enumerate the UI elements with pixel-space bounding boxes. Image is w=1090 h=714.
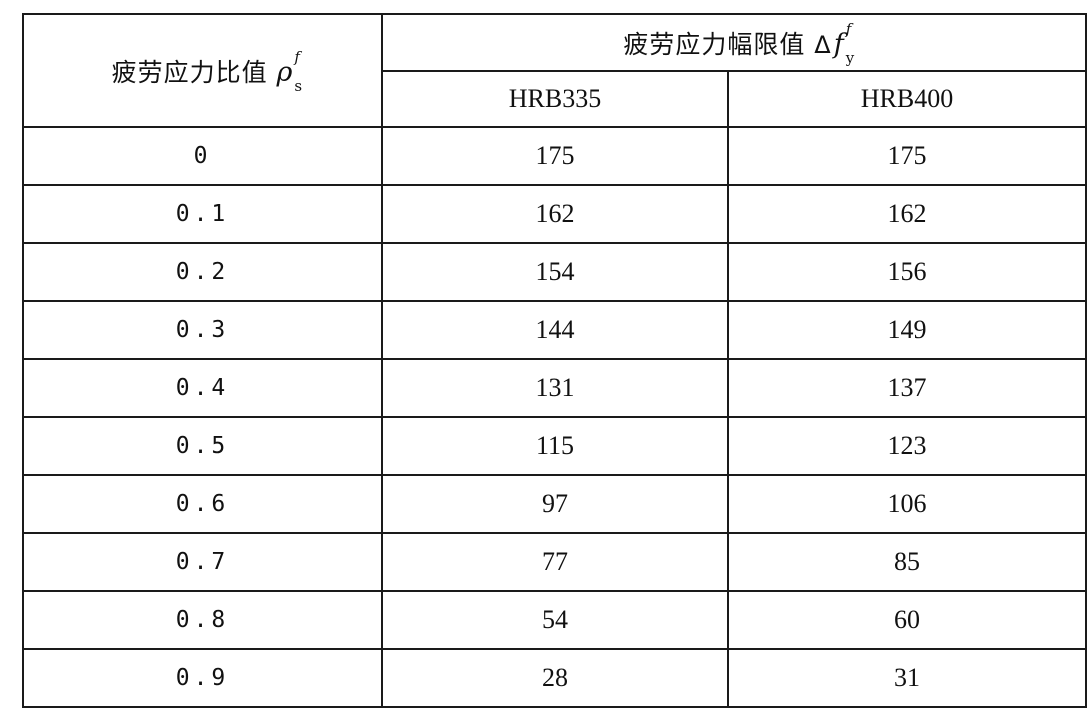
stress-ratio-cell: 0.1: [22, 184, 383, 244]
stress-ratio-cell: 0.5: [22, 416, 383, 476]
header-row-grades: HRB335 HRB400: [23, 70, 1088, 128]
table-row: 0.5 115 123: [22, 416, 1088, 476]
stress-ratio-cell: 0.7: [22, 532, 383, 592]
table-row: 0.8 54 60: [22, 590, 1088, 650]
stress-ratio-cell: 0.8: [22, 590, 383, 650]
table-body: 0 175 175 0.1 162 162 0.2 154 156 0.3 144 149 0.4 131…: [22, 126, 1088, 708]
hrb400-value-cell: 60: [726, 590, 1088, 650]
hrb335-value-cell: 97: [381, 474, 729, 534]
hrb400-value-cell: 175: [726, 126, 1088, 186]
stress-ratio-title: 疲劳应力比值: [111, 57, 268, 87]
delta-symbol: Δ: [814, 30, 832, 59]
stress-ratio-cell: 0: [22, 126, 383, 186]
hrb335-value-cell: 144: [381, 300, 729, 360]
table-row: 0 175 175: [22, 126, 1088, 186]
hrb335-value-cell: 54: [381, 590, 729, 650]
hrb400-value-cell: 31: [726, 648, 1088, 708]
hrb400-value-cell: 106: [726, 474, 1088, 534]
stress-ratio-cell: 0.9: [22, 648, 383, 708]
table-row: 0.2 154 156: [22, 242, 1088, 302]
table-row: 0.4 131 137: [22, 358, 1088, 418]
stress-ratio-cell: 0.4: [22, 358, 383, 418]
header-grade-hrb335: HRB335: [381, 70, 729, 128]
table-row: 0.7 77 85: [22, 532, 1088, 592]
hrb400-value-cell: 85: [726, 532, 1088, 592]
table-row: 0.6 97 106: [22, 474, 1088, 534]
table-row: 0.9 28 31: [22, 648, 1088, 708]
stress-range-title: 疲劳应力幅限值: [623, 29, 806, 59]
hrb400-value-cell: 149: [726, 300, 1088, 360]
hrb400-value-cell: 137: [726, 358, 1088, 418]
hrb335-value-cell: 131: [381, 358, 729, 418]
hrb335-value-cell: 28: [381, 648, 729, 708]
hrb335-value-cell: 162: [381, 184, 729, 244]
table-row: 0.1 162 162: [22, 184, 1088, 244]
header-grade-hrb400: HRB400: [726, 70, 1088, 128]
stress-ratio-cell: 0.3: [22, 300, 383, 360]
table-row: 0.3 144 149: [22, 300, 1088, 360]
stress-ratio-cell: 0.6: [22, 474, 383, 534]
hrb400-value-cell: 156: [726, 242, 1088, 302]
hrb335-value-cell: 175: [381, 126, 729, 186]
hrb335-value-cell: 154: [381, 242, 729, 302]
hrb335-value-cell: 115: [381, 416, 729, 476]
hrb400-value-cell: 123: [726, 416, 1088, 476]
stress-ratio-cell: 0.2: [22, 242, 383, 302]
header-stress-range-limit: 疲劳应力幅限值 Δf f y: [380, 13, 1088, 72]
hrb335-value-cell: 77: [381, 532, 729, 592]
hrb400-value-cell: 162: [726, 184, 1088, 244]
